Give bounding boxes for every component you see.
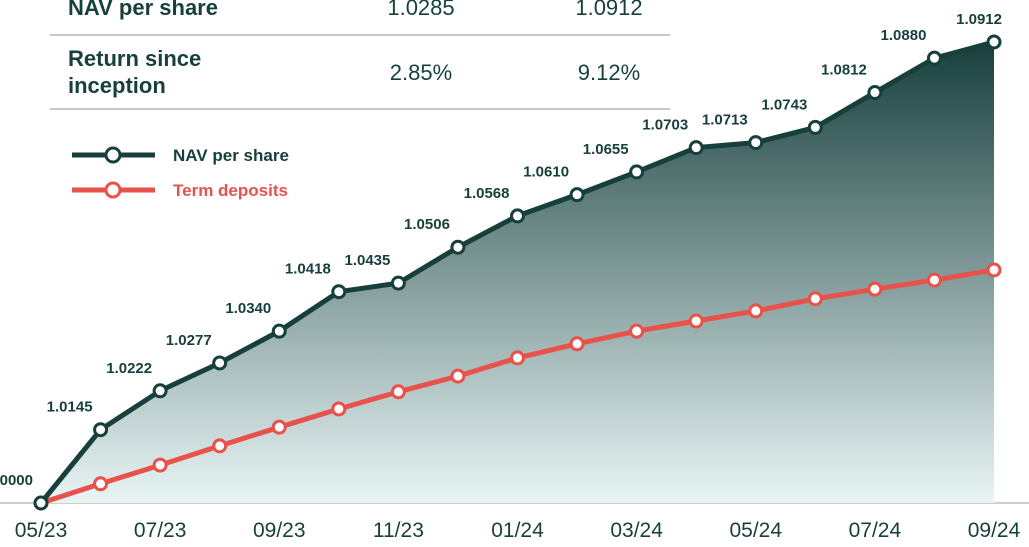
data-label: 1.0145 <box>47 399 93 416</box>
data-label: 1.0812 <box>821 62 867 79</box>
row-label: Return since inception <box>68 46 202 98</box>
point <box>569 336 585 352</box>
point <box>33 495 49 511</box>
point <box>390 384 406 400</box>
legend-label: Term deposits <box>173 181 288 200</box>
x-tick-label: 01/24 <box>491 519 544 542</box>
point <box>807 119 823 135</box>
point <box>271 323 287 339</box>
divider <box>50 34 670 36</box>
point <box>510 350 525 366</box>
data-label: 1.0713 <box>702 112 748 129</box>
cell: 9.12% <box>577 60 641 85</box>
data-label: 1.0222 <box>106 360 152 377</box>
point <box>510 208 525 224</box>
point <box>867 85 883 101</box>
cell: 1.0285 <box>387 0 455 20</box>
data-label: 1.0435 <box>344 252 390 269</box>
point <box>390 275 406 291</box>
data-label: 1.0655 <box>583 141 629 158</box>
point <box>688 140 704 156</box>
x-tick-label: 05/23 <box>15 519 68 542</box>
point <box>331 284 347 300</box>
point <box>629 323 645 339</box>
point <box>93 476 109 492</box>
point <box>212 438 228 454</box>
point <box>986 34 1002 50</box>
data-label: 1.0743 <box>761 96 807 113</box>
point <box>807 291 823 307</box>
data-label: 1.0610 <box>523 164 569 181</box>
point <box>569 187 585 203</box>
data-label: 1.0340 <box>225 300 271 317</box>
point <box>271 419 287 435</box>
divider <box>50 108 670 110</box>
point <box>926 272 942 288</box>
point <box>331 401 347 417</box>
point <box>212 355 228 371</box>
data-label: 1.0418 <box>285 261 331 278</box>
data-label: 1.0880 <box>881 27 927 44</box>
point <box>93 422 109 438</box>
legend-label: NAV per share <box>173 146 289 165</box>
x-tick-label: 05/24 <box>729 519 782 542</box>
x-tick-label: 09/23 <box>253 519 306 542</box>
area <box>41 42 994 503</box>
data-label: 1.0000 <box>0 472 33 489</box>
point <box>986 262 1002 278</box>
point <box>688 313 704 329</box>
x-tick-label: 03/24 <box>610 519 663 542</box>
point <box>867 281 883 297</box>
point <box>748 135 764 151</box>
point <box>748 303 764 319</box>
point <box>926 50 942 66</box>
point <box>629 164 645 180</box>
cell: 1.0912 <box>575 0 643 20</box>
point <box>152 383 168 399</box>
point <box>152 457 168 473</box>
legend-marker <box>104 146 122 164</box>
cell: 2.85% <box>389 60 453 85</box>
x-tick-label: 07/23 <box>134 519 187 542</box>
data-label: 1.0506 <box>404 216 450 233</box>
data-label: 1.0568 <box>464 185 510 202</box>
x-tick-label: 11/23 <box>373 519 424 542</box>
x-tick-label: 07/24 <box>849 519 902 542</box>
point <box>450 368 466 384</box>
point <box>450 239 466 255</box>
x-tick-label: 09/24 <box>968 519 1021 542</box>
row-label: NAV per share <box>68 0 218 20</box>
legend-marker <box>104 181 122 199</box>
data-label: 1.0277 <box>166 332 212 349</box>
data-label: 1.0912 <box>956 11 1002 28</box>
data-label: 1.0703 <box>642 117 688 134</box>
